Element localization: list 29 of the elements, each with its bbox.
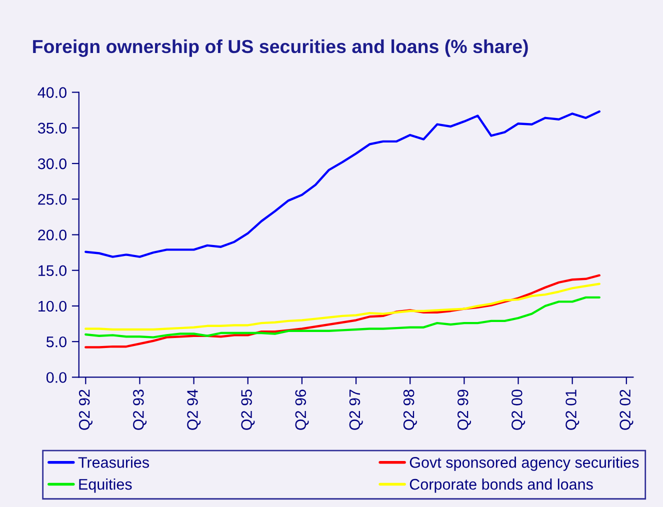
x-tick-label: Q2 95 bbox=[241, 390, 255, 430]
y-tick-label: 0.0 bbox=[46, 372, 66, 383]
x-tick-label: Q2 98 bbox=[403, 390, 417, 430]
y-tick-label: 15.0 bbox=[38, 265, 66, 276]
x-tick-label: Q2 00 bbox=[512, 390, 526, 430]
x-tick-label: Q2 94 bbox=[187, 389, 201, 430]
line-series bbox=[84, 274, 600, 348]
x-tick-label: Q2 92 bbox=[78, 390, 92, 430]
legend-label: Govt sponsored agency securities bbox=[410, 456, 639, 471]
y-tick-label: 40.0 bbox=[38, 87, 66, 98]
x-tick-label: Q2 02 bbox=[620, 390, 634, 430]
x-tick-label: Q2 99 bbox=[457, 390, 472, 430]
line-series bbox=[84, 282, 600, 331]
line-series bbox=[84, 296, 600, 338]
legend-label: Equities bbox=[79, 478, 132, 493]
y-tick-label: 5.0 bbox=[46, 336, 66, 348]
y-tick-label: 20.0 bbox=[38, 230, 66, 240]
x-tick-label: Q2 96 bbox=[295, 390, 309, 430]
x-tick-label: Q2 97 bbox=[349, 390, 363, 430]
y-tick-label: 10.0 bbox=[38, 300, 66, 312]
y-tick-label: 35.0 bbox=[38, 122, 66, 134]
y-tick-label: 25.0 bbox=[38, 194, 66, 205]
chart-title: Foreign ownership of US securities and loans (% share) bbox=[33, 39, 528, 57]
y-tick-label: 30.0 bbox=[38, 158, 66, 170]
x-tick-label: Q2 01 bbox=[566, 390, 580, 430]
legend-label: Treasuries bbox=[78, 456, 150, 468]
x-tick-label: Q2 93 bbox=[133, 390, 147, 430]
line-series bbox=[84, 110, 600, 258]
legend-label: Corporate bonds and loans bbox=[410, 478, 593, 493]
